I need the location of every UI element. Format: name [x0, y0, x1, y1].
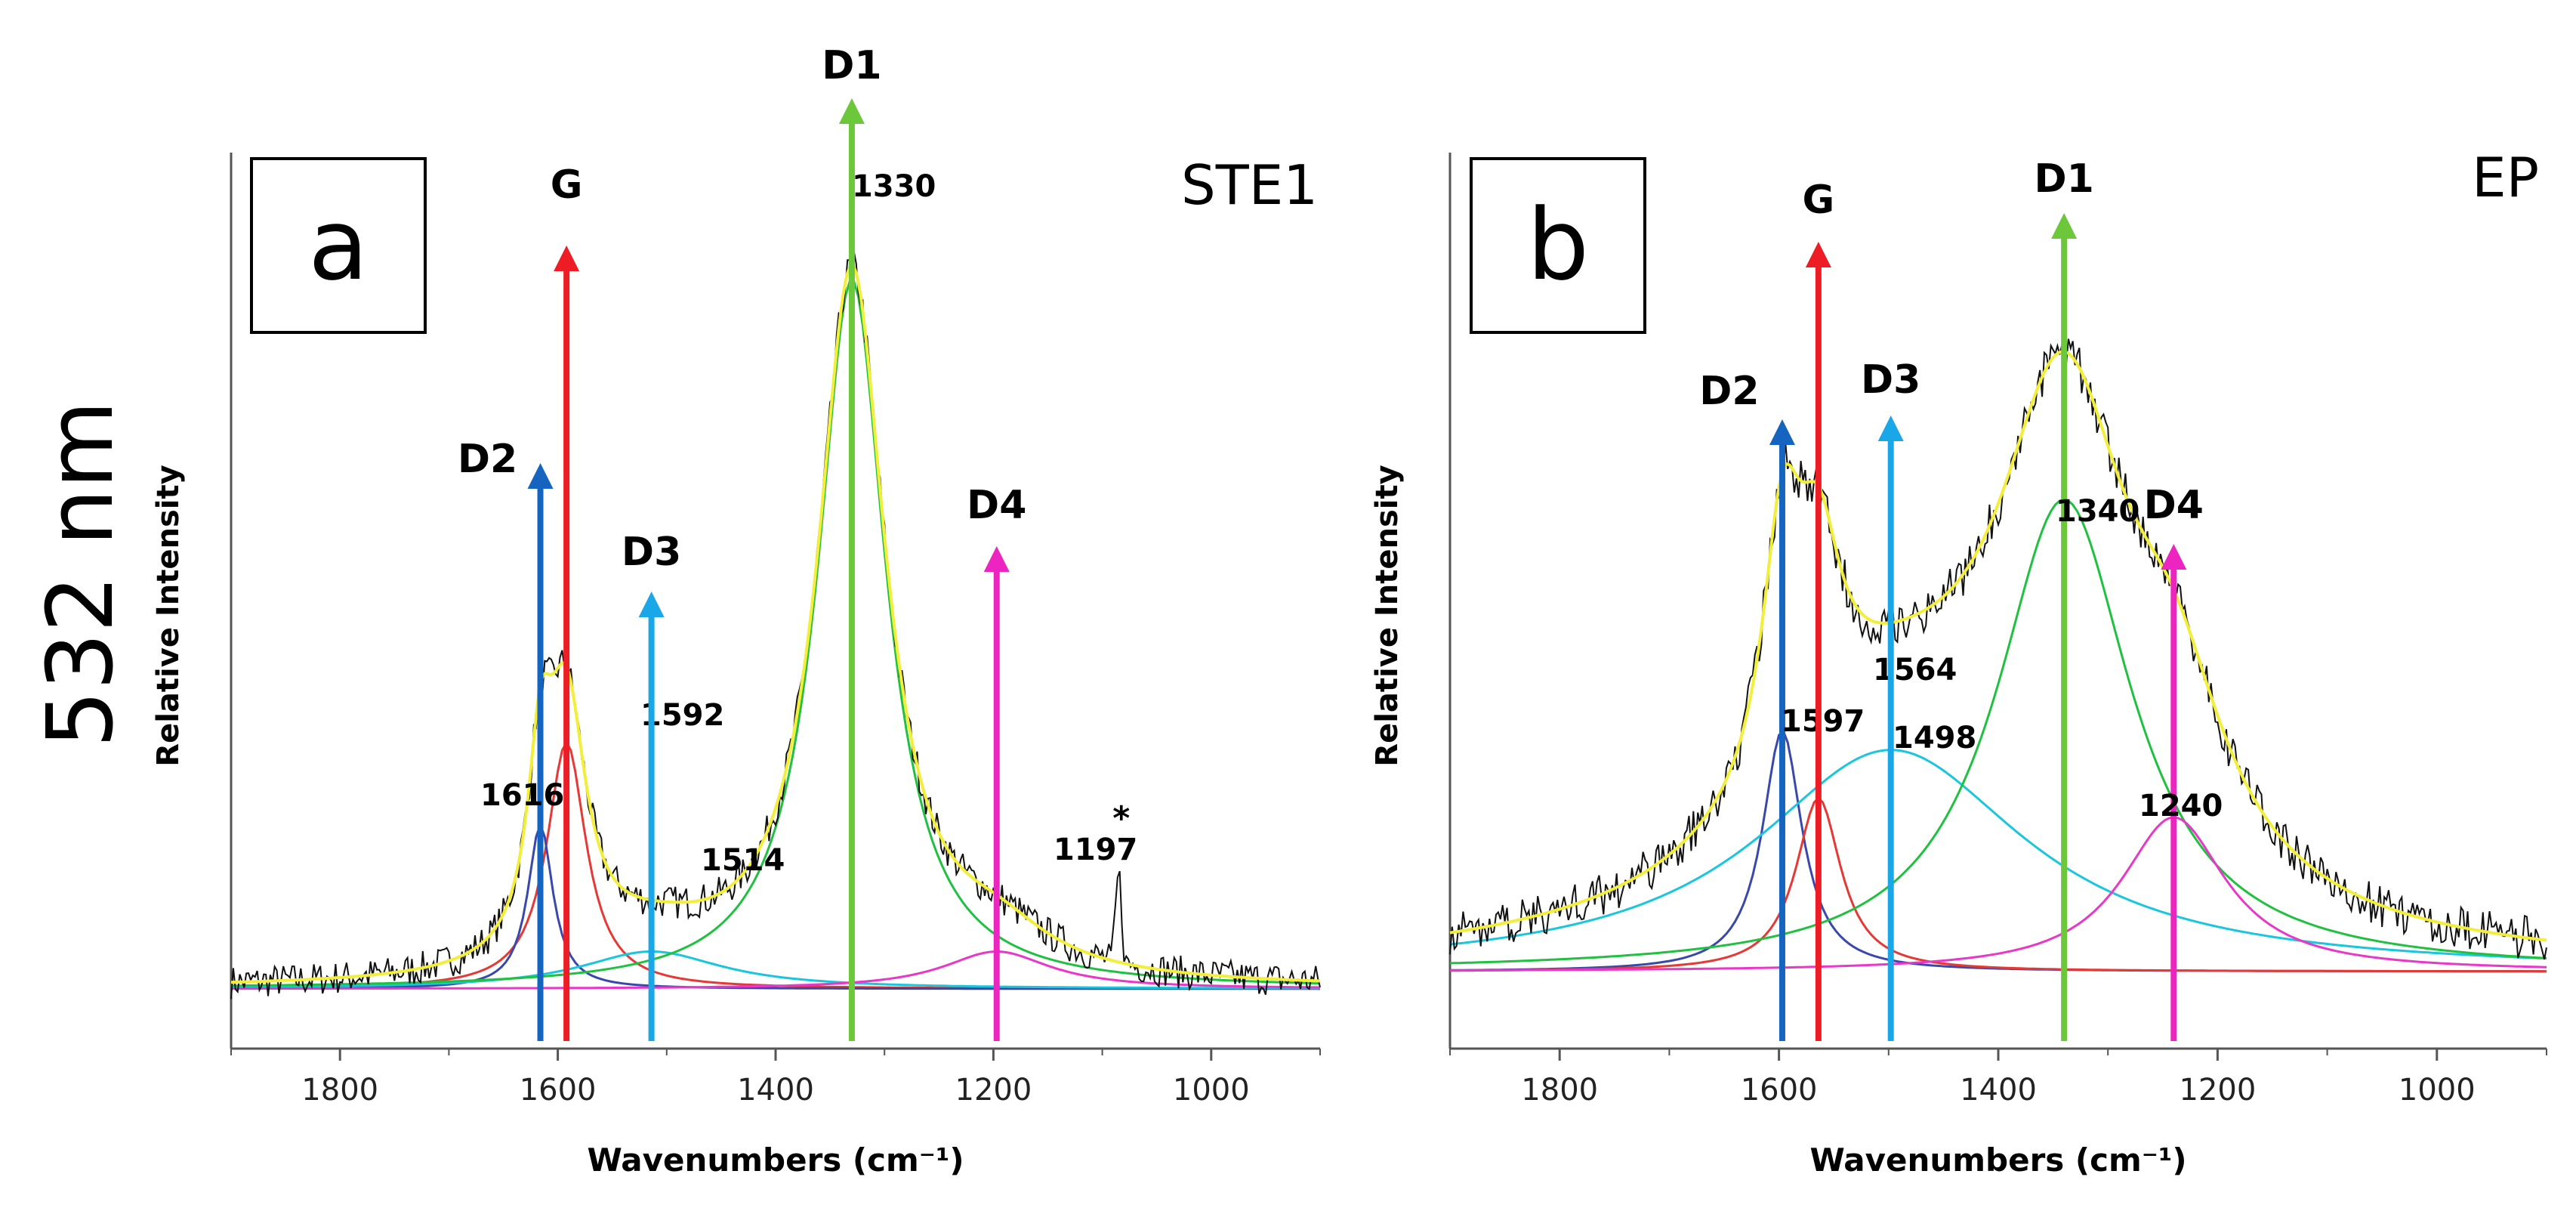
- panel-b-band-label-d2: D2: [1699, 369, 1759, 414]
- panel-b-component-g: [1450, 796, 2547, 973]
- panel-a-arrowhead-g: [554, 246, 580, 271]
- panel-a-component-d1: [230, 280, 1321, 987]
- panel-a-component-d4: [231, 950, 1321, 990]
- panel-b-arrowhead-d2: [1769, 419, 1795, 445]
- panel-b-x-tick-label: 1400: [1960, 1073, 2037, 1108]
- panel-a-peak-label-1514: 1514: [701, 843, 785, 878]
- panel-b-band-label-d4: D4: [2144, 483, 2204, 528]
- panel-b-x-axis-label: Wavenumbers (cm⁻¹): [1809, 1142, 2186, 1179]
- panel-a-x-tick-label: 1800: [301, 1073, 378, 1108]
- panel-b-sample-name: EP: [2472, 146, 2539, 209]
- panel-a-band-label-d1: D1: [822, 43, 881, 88]
- panel-b-x-tick-label: 1600: [1741, 1073, 1818, 1108]
- panel-a-sample-name: STE1: [1181, 153, 1318, 217]
- panel-b-peak-label-1240: 1240: [2139, 789, 2223, 823]
- panel-b-band-label-d3: D3: [1861, 357, 1920, 403]
- panel-b-arrowhead-g: [1805, 242, 1831, 267]
- laser-wavelength-label: 532 nm: [29, 400, 134, 748]
- panel-a-peak-label-1197: 1197: [1054, 833, 1137, 867]
- panel-b-spectrum-data: [1449, 335, 2547, 960]
- panel-a-band-label-d3: D3: [622, 530, 681, 575]
- panel-a-y-axis-label: Relative Intensity: [151, 465, 186, 766]
- panel-a-label-box: [250, 157, 427, 334]
- panel-b-band-label-g: G: [1803, 178, 1835, 223]
- panel-a-arrowhead-d3: [638, 592, 665, 617]
- panel-a-arrowhead-d4: [983, 546, 1010, 572]
- panel-a-band-label-d4: D4: [967, 483, 1026, 528]
- panel-a-band-label-d2: D2: [458, 437, 517, 482]
- panel-a-arrowhead-d1: [838, 98, 865, 124]
- panel-a-x-tick-label: 1400: [737, 1073, 814, 1108]
- panel-b-peak-label-1340: 1340: [2056, 494, 2139, 529]
- panel-b-peak-label-1564: 1564: [1873, 653, 1957, 687]
- panel-b-arrowhead-d4: [2161, 544, 2187, 570]
- panel-b-component-d2: [1450, 729, 2547, 973]
- panel-b-x-tick-label: 1800: [1521, 1073, 1598, 1108]
- panel-b-component-d3: [1449, 749, 2547, 960]
- panel-b-band-label-d1: D1: [2034, 156, 2093, 202]
- panel-b-arrowhead-d1: [2051, 213, 2078, 239]
- panel-b-x-tick-label: 1200: [2180, 1073, 2257, 1108]
- panel-a-arrowhead-d2: [527, 463, 554, 489]
- panel-b-peak-label-1597: 1597: [1781, 704, 1865, 739]
- panel-a-peak-label-1616: 1616: [480, 778, 564, 813]
- panel-b-panel-label: b: [1527, 187, 1590, 302]
- panel-b-arrowhead-d3: [1877, 416, 1904, 441]
- panel-a-peak-label-1330: 1330: [852, 169, 936, 204]
- panel-a-fit-envelope: [230, 263, 1321, 984]
- panel-a-component-d3: [231, 950, 1320, 990]
- panel-a-panel-label: a: [308, 187, 369, 302]
- panel-a-x-tick-label: 1600: [520, 1073, 597, 1108]
- panel-a-x-tick-label: 1000: [1173, 1073, 1250, 1108]
- panel-b-y-axis-label: Relative Intensity: [1370, 465, 1405, 766]
- panel-a-band-label-g: G: [551, 162, 583, 208]
- panel-b-fit-envelope: [1449, 350, 2547, 942]
- panel-b-component-d1: [1449, 498, 2547, 965]
- panel-a-chart: 1800 1600 1400 1200 1000 Wavenumbers (cm⁻¹) Re…: [151, 43, 1321, 1179]
- panel-b-label-box: [1470, 157, 1646, 334]
- panel-a-spectrum-data: [230, 249, 1321, 999]
- panel-a-annotation-star: *: [1112, 799, 1130, 838]
- panel-b-x-tick-label: 1000: [2399, 1073, 2476, 1108]
- panel-b-component-d4: [1450, 816, 2547, 972]
- panel-a-x-tick-label: 1200: [955, 1073, 1032, 1108]
- panel-b-chart: 1800 1600 1400 1200 1000 Wavenumbers (cm⁻¹) Re…: [1370, 146, 2547, 1179]
- panel-a-x-axis-label: Wavenumbers (cm⁻¹): [587, 1142, 964, 1179]
- panel-b-peak-label-1498: 1498: [1893, 721, 1976, 755]
